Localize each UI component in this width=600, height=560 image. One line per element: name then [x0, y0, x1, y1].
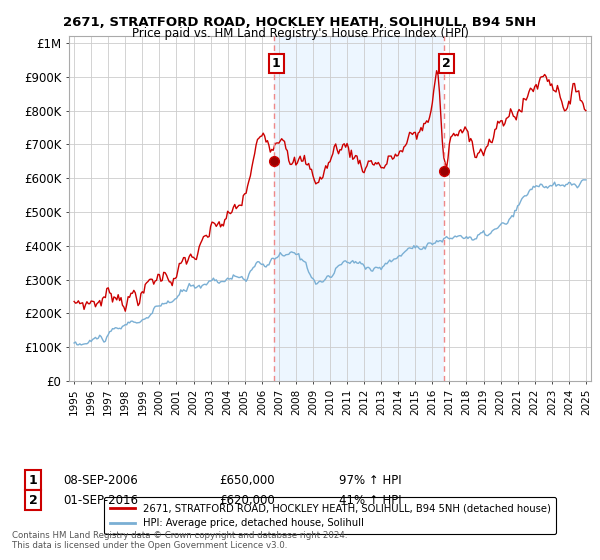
Text: 2: 2 — [442, 57, 451, 70]
Text: 41% ↑ HPI: 41% ↑ HPI — [339, 493, 401, 507]
Text: 1: 1 — [272, 57, 280, 70]
Text: 08-SEP-2006: 08-SEP-2006 — [63, 474, 138, 487]
Text: £620,000: £620,000 — [219, 493, 275, 507]
Legend: 2671, STRATFORD ROAD, HOCKLEY HEATH, SOLIHULL, B94 5NH (detached house), HPI: Av: 2671, STRATFORD ROAD, HOCKLEY HEATH, SOL… — [104, 497, 556, 534]
Text: Contains HM Land Registry data © Crown copyright and database right 2024.
This d: Contains HM Land Registry data © Crown c… — [12, 530, 347, 550]
Text: £650,000: £650,000 — [219, 474, 275, 487]
Bar — [274, 36, 444, 381]
Text: 1: 1 — [29, 474, 37, 487]
Text: 97% ↑ HPI: 97% ↑ HPI — [339, 474, 401, 487]
Text: Price paid vs. HM Land Registry's House Price Index (HPI): Price paid vs. HM Land Registry's House … — [131, 27, 469, 40]
Text: 2671, STRATFORD ROAD, HOCKLEY HEATH, SOLIHULL, B94 5NH: 2671, STRATFORD ROAD, HOCKLEY HEATH, SOL… — [64, 16, 536, 29]
Text: 2: 2 — [29, 493, 37, 507]
Text: 01-SEP-2016: 01-SEP-2016 — [63, 493, 138, 507]
